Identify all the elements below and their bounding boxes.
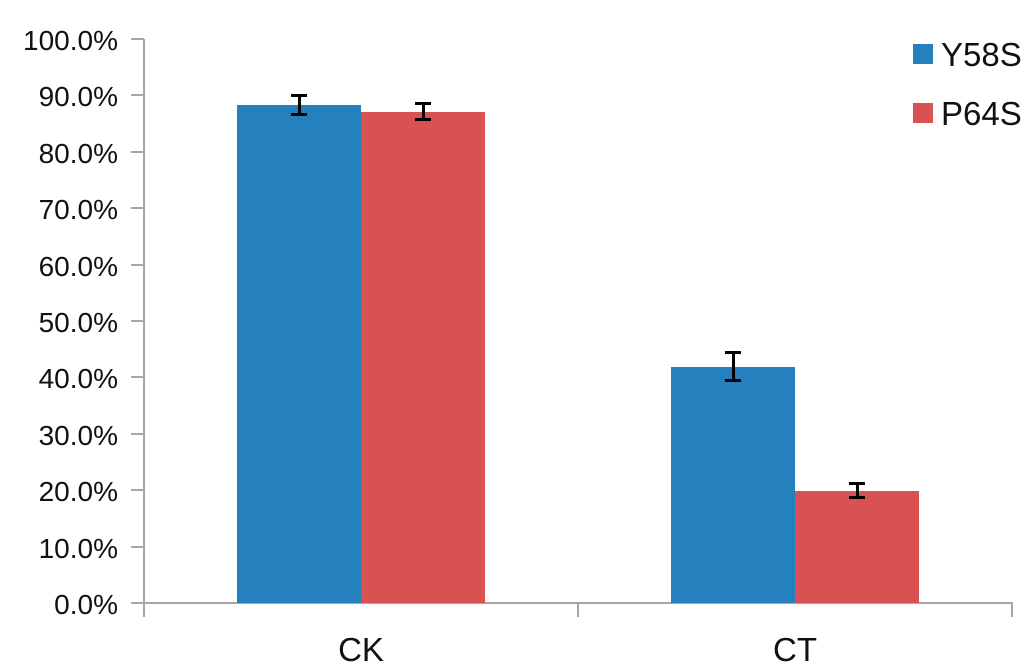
error-bar-line xyxy=(731,351,735,382)
error-bar-bottom-cap xyxy=(849,496,865,500)
y-axis-tick xyxy=(131,489,144,492)
y-axis-tick-label: 90.0% xyxy=(38,81,118,113)
error-bar-top-cap xyxy=(415,102,431,106)
y-axis-tick xyxy=(131,94,144,97)
error-bar-bottom-cap xyxy=(291,112,307,116)
bar-P64S-CT xyxy=(795,490,919,603)
y-axis-tick-label: 80.0% xyxy=(38,137,118,169)
bar-P64S-CK xyxy=(361,111,485,603)
error-bar-bottom-cap xyxy=(725,378,741,382)
x-axis-tick xyxy=(143,602,145,617)
y-axis-tick xyxy=(131,545,144,548)
x-axis-tick xyxy=(577,602,579,617)
y-axis-tick xyxy=(131,432,144,435)
legend-swatch-P64S xyxy=(913,103,933,123)
y-axis-tick xyxy=(131,38,144,40)
legend-label: Y58S xyxy=(941,36,1022,73)
error-bar-bottom-cap xyxy=(415,118,431,122)
y-axis-line xyxy=(143,39,145,604)
y-axis-tick xyxy=(131,150,144,153)
legend-swatch-Y58S xyxy=(913,44,933,64)
category-label: CK xyxy=(338,631,384,668)
y-axis-tick xyxy=(131,602,144,604)
error-bar-line xyxy=(421,102,425,122)
y-axis-tick xyxy=(131,320,144,322)
y-axis-tick xyxy=(131,263,144,266)
error-bar-top-cap xyxy=(725,351,741,355)
y-axis-tick-label: 40.0% xyxy=(38,363,118,395)
y-axis-tick xyxy=(131,207,144,210)
error-bar-top-cap xyxy=(849,482,865,486)
category-label: CT xyxy=(773,631,817,668)
bar-Y58S-CK xyxy=(237,104,361,603)
y-axis-tick-label: 0.0% xyxy=(54,589,118,620)
error-bar-top-cap xyxy=(291,94,307,98)
legend-label: P64S xyxy=(941,95,1022,132)
bar-Y58S-CT xyxy=(671,366,795,603)
y-axis-tick-label: 100.0% xyxy=(23,25,118,56)
y-axis-tick-label: 60.0% xyxy=(38,250,118,282)
y-axis-tick xyxy=(131,376,144,379)
y-axis-tick-label: 30.0% xyxy=(38,419,118,451)
error-bar-line xyxy=(855,482,859,500)
y-axis-tick-label: 20.0% xyxy=(38,476,118,508)
y-axis-tick-label: 50.0% xyxy=(38,307,118,338)
x-axis-tick xyxy=(1011,602,1013,617)
y-axis-tick-label: 10.0% xyxy=(38,532,118,564)
error-bar-line xyxy=(297,94,301,116)
y-axis-tick-label: 70.0% xyxy=(38,194,118,226)
